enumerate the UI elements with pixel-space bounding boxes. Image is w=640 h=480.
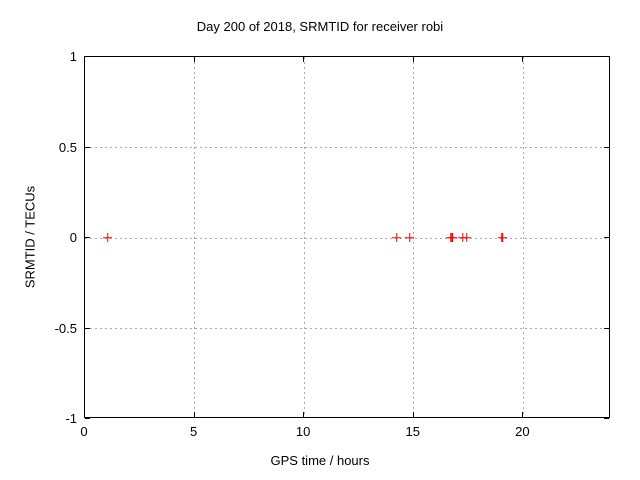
y-tick-mark xyxy=(85,418,90,419)
y-tick-mark xyxy=(604,56,609,57)
x-tick-mark xyxy=(193,412,195,417)
data-point-marker xyxy=(405,233,414,242)
plot-area xyxy=(84,56,610,419)
x-tick-mark xyxy=(193,57,195,62)
x-tick-label: 20 xyxy=(515,424,530,439)
y-tick-mark xyxy=(604,327,609,329)
y-tick-mark xyxy=(604,418,609,419)
y-tick-mark xyxy=(85,327,90,329)
y-tick-mark xyxy=(85,56,90,57)
x-tick-mark xyxy=(84,412,85,417)
y-gridline xyxy=(85,237,609,239)
x-tick-label: 5 xyxy=(189,424,198,439)
y-gridline xyxy=(85,328,609,329)
y-tick-mark xyxy=(85,146,90,148)
data-point-marker xyxy=(462,233,471,242)
y-tick-label: 1 xyxy=(69,49,77,64)
x-tick-label: 15 xyxy=(405,424,420,439)
x-axis-label: GPS time / hours xyxy=(270,453,370,468)
x-tick-mark xyxy=(303,412,305,417)
y-tick-label: 0 xyxy=(69,230,77,245)
y-tick-mark xyxy=(604,237,609,238)
y-tick-mark xyxy=(85,237,90,238)
data-point-marker xyxy=(448,233,457,242)
data-point-marker xyxy=(103,233,112,242)
x-tick-label: 10 xyxy=(295,424,311,439)
x-tick-mark xyxy=(412,57,414,62)
x-tick-mark xyxy=(522,412,524,417)
x-tick-mark xyxy=(303,57,305,62)
y-tick-label: -1 xyxy=(65,411,77,426)
x-gridline xyxy=(194,57,196,417)
y-gridline xyxy=(85,147,609,148)
y-tick-label: 0.5 xyxy=(58,139,77,155)
x-tick-label: 0 xyxy=(80,424,88,439)
data-point-marker xyxy=(498,233,507,242)
data-point-marker xyxy=(392,233,401,242)
x-tick-mark xyxy=(84,57,85,62)
x-gridline xyxy=(303,57,305,417)
x-tick-mark xyxy=(522,57,524,62)
x-gridline xyxy=(522,57,524,417)
x-tick-mark xyxy=(412,412,414,417)
chart-title: Day 200 of 2018, SRMTID for receiver rob… xyxy=(196,19,444,34)
y-tick-mark xyxy=(604,146,609,148)
y-tick-label: -0.5 xyxy=(54,320,77,336)
